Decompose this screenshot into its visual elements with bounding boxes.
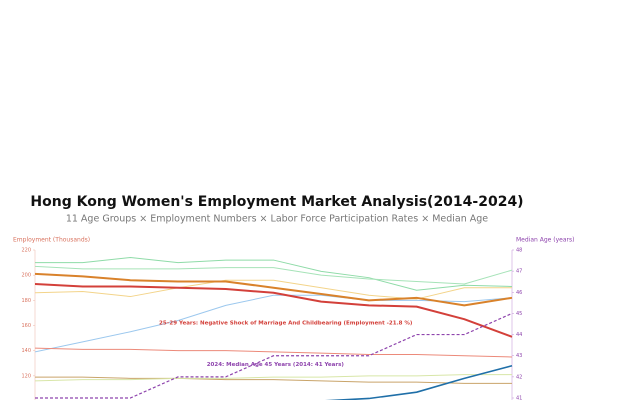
y-tick-label: 120 [21,373,31,379]
series-line [35,265,513,285]
plot-area [35,257,513,400]
y2-tick-label: 46 [516,290,522,296]
y2-tick-label: 44 [516,332,522,338]
series-line [35,374,512,382]
annotation: 2024: Median Age 45 Years (2014: 41 Year… [207,362,345,368]
series-line [324,364,513,400]
series-line [35,312,513,399]
y2-tick-label: 47 [516,269,522,275]
series-line [35,376,512,384]
y-tick-label: 220 [21,248,31,254]
chart-title: Hong Kong Women's Employment Market Anal… [30,194,523,210]
y-axis-title: Employment (Thousands) [13,237,90,244]
y2-tick-label: 42 [516,374,522,380]
annotation: 25–29 Years: Negative Shock of Marriage … [159,320,413,326]
series-line [35,282,513,338]
series-line [35,279,512,300]
y-tick-label: 140 [21,348,31,354]
y2-tick-label: 45 [516,311,522,317]
series-line [35,347,513,358]
y2-tick-label: 48 [516,248,522,254]
y2-tick-label: 41 [516,396,522,400]
y-tick-label: 200 [21,273,31,279]
y-tick-label: 180 [21,298,31,304]
chart-subtitle: 11 Age Groups × Employment Numbers × Lab… [66,214,488,225]
y2-tick-label: 43 [516,353,522,359]
series-line [35,257,513,291]
y-tick-label: 160 [21,323,31,329]
series-line [35,272,513,307]
y2-axis-title: Median Age (years) [516,237,574,244]
